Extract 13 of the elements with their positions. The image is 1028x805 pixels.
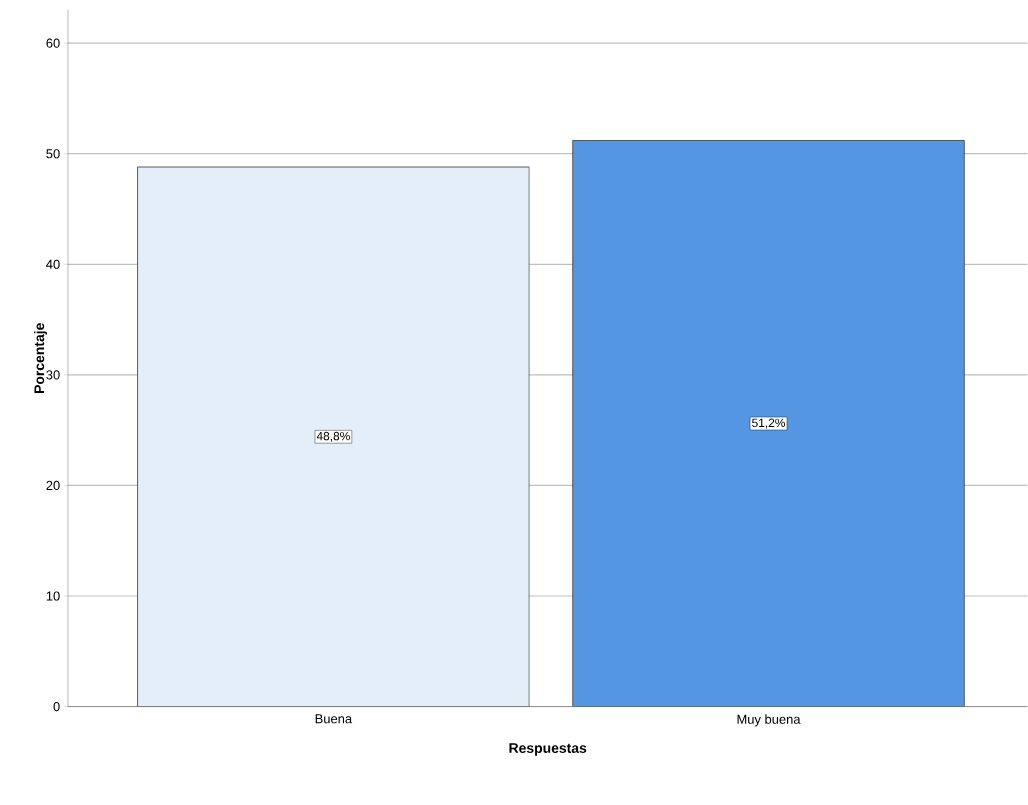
x-axis-title: Respuestas bbox=[509, 743, 587, 756]
data-label: 51,2% bbox=[752, 418, 786, 429]
y-tick-label: 10 bbox=[46, 591, 60, 601]
y-tick-label: 0 bbox=[53, 702, 60, 712]
y-tick-label: 40 bbox=[46, 259, 60, 270]
y-tick-label: 30 bbox=[46, 370, 60, 380]
x-tick-label: Buena bbox=[315, 714, 353, 724]
y-tick-label: 50 bbox=[46, 149, 60, 159]
y-tick-label: 60 bbox=[46, 38, 60, 48]
y-axis-title: Porcentaje bbox=[33, 323, 47, 394]
x-tick-label: Muy buena bbox=[737, 714, 801, 727]
data-label: 48,8% bbox=[316, 432, 350, 442]
y-tick-label: 20 bbox=[46, 481, 60, 491]
